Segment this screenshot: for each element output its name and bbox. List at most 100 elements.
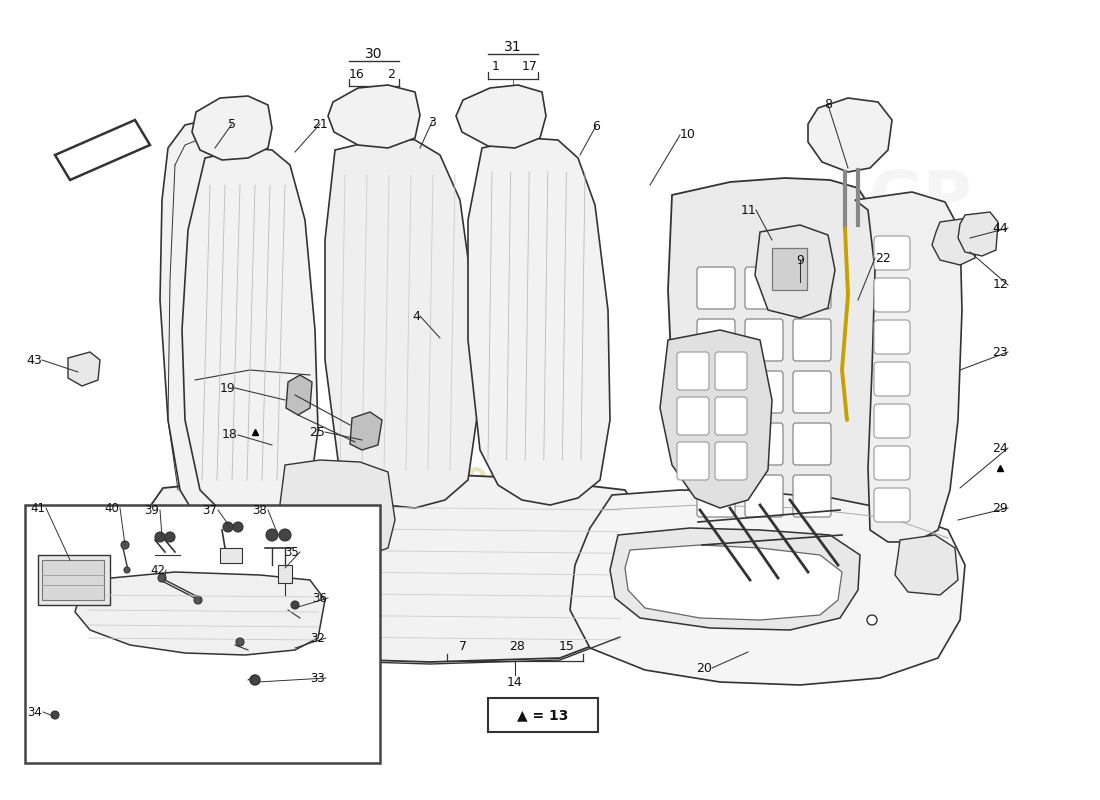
FancyBboxPatch shape — [874, 404, 910, 438]
Circle shape — [165, 532, 175, 542]
FancyBboxPatch shape — [745, 423, 783, 465]
Circle shape — [867, 615, 877, 625]
Circle shape — [266, 529, 278, 541]
FancyBboxPatch shape — [874, 320, 910, 354]
FancyBboxPatch shape — [697, 371, 735, 413]
Polygon shape — [668, 178, 882, 552]
FancyBboxPatch shape — [697, 475, 735, 517]
Text: 44: 44 — [992, 222, 1008, 234]
Bar — [39, 555, 110, 605]
Text: 9: 9 — [796, 254, 804, 266]
FancyBboxPatch shape — [793, 319, 830, 361]
Text: 4: 4 — [412, 310, 420, 322]
Text: 12: 12 — [992, 278, 1008, 291]
FancyBboxPatch shape — [745, 371, 783, 413]
Circle shape — [867, 615, 877, 625]
Text: 17: 17 — [522, 61, 538, 74]
Polygon shape — [855, 192, 962, 542]
FancyBboxPatch shape — [874, 278, 910, 312]
Circle shape — [155, 532, 165, 542]
FancyBboxPatch shape — [715, 397, 747, 435]
Text: 19: 19 — [219, 382, 235, 394]
FancyBboxPatch shape — [697, 319, 735, 361]
Text: 38: 38 — [253, 503, 267, 517]
Bar — [25, 505, 379, 763]
Text: 30: 30 — [365, 47, 383, 61]
Polygon shape — [55, 120, 150, 180]
Polygon shape — [570, 490, 965, 685]
FancyBboxPatch shape — [715, 442, 747, 480]
Polygon shape — [755, 225, 835, 318]
FancyBboxPatch shape — [676, 442, 710, 480]
Circle shape — [124, 567, 130, 573]
Polygon shape — [456, 85, 546, 148]
Polygon shape — [610, 528, 860, 630]
FancyBboxPatch shape — [874, 362, 910, 396]
Text: 42: 42 — [151, 563, 165, 577]
Text: 10: 10 — [680, 129, 696, 142]
Polygon shape — [286, 375, 312, 415]
Polygon shape — [120, 472, 650, 662]
FancyBboxPatch shape — [793, 371, 830, 413]
Text: 5: 5 — [228, 118, 236, 130]
Polygon shape — [932, 218, 978, 265]
Polygon shape — [75, 572, 324, 655]
Text: 3: 3 — [428, 115, 436, 129]
Polygon shape — [468, 138, 610, 505]
Text: 41: 41 — [31, 502, 45, 514]
Circle shape — [279, 529, 292, 541]
Polygon shape — [958, 212, 998, 256]
FancyBboxPatch shape — [676, 397, 710, 435]
Polygon shape — [660, 330, 772, 508]
Bar — [488, 698, 598, 732]
Text: 16: 16 — [349, 67, 365, 81]
Text: 28: 28 — [509, 641, 525, 654]
Text: 6: 6 — [592, 119, 600, 133]
Text: 18: 18 — [222, 429, 238, 442]
Text: 23: 23 — [992, 346, 1008, 358]
Polygon shape — [192, 96, 272, 160]
Circle shape — [236, 638, 244, 646]
Text: 39: 39 — [144, 503, 159, 517]
Text: 21: 21 — [312, 118, 328, 130]
FancyBboxPatch shape — [793, 423, 830, 465]
Text: 14: 14 — [507, 677, 522, 690]
Circle shape — [223, 522, 233, 532]
Text: 24: 24 — [992, 442, 1008, 454]
Text: 32: 32 — [310, 631, 326, 645]
FancyBboxPatch shape — [874, 446, 910, 480]
Circle shape — [250, 675, 260, 685]
Polygon shape — [278, 460, 395, 558]
FancyBboxPatch shape — [745, 319, 783, 361]
Polygon shape — [895, 535, 958, 595]
Text: 33: 33 — [310, 671, 326, 685]
Polygon shape — [160, 118, 260, 525]
Bar — [278, 565, 292, 583]
Text: 15: 15 — [559, 641, 575, 654]
FancyBboxPatch shape — [697, 423, 735, 465]
Text: 29: 29 — [992, 502, 1008, 514]
Text: ▲ = 13: ▲ = 13 — [517, 708, 569, 722]
Polygon shape — [182, 148, 318, 518]
Polygon shape — [350, 412, 382, 450]
FancyBboxPatch shape — [676, 352, 710, 390]
Circle shape — [194, 596, 202, 604]
Text: 34: 34 — [28, 706, 43, 718]
Circle shape — [233, 522, 243, 532]
Polygon shape — [324, 138, 478, 508]
Polygon shape — [68, 352, 100, 386]
Text: 20: 20 — [696, 662, 712, 674]
Text: 37: 37 — [202, 503, 218, 517]
Circle shape — [121, 541, 129, 549]
Polygon shape — [625, 545, 842, 620]
FancyBboxPatch shape — [715, 352, 747, 390]
FancyBboxPatch shape — [745, 475, 783, 517]
Text: 1: 1 — [492, 61, 499, 74]
Text: a passion for parts...: a passion for parts... — [353, 424, 688, 556]
Text: 40: 40 — [104, 502, 120, 514]
FancyBboxPatch shape — [874, 236, 910, 270]
FancyBboxPatch shape — [793, 267, 830, 309]
Text: 36: 36 — [312, 591, 328, 605]
Circle shape — [292, 601, 299, 609]
Text: 35: 35 — [285, 546, 299, 558]
